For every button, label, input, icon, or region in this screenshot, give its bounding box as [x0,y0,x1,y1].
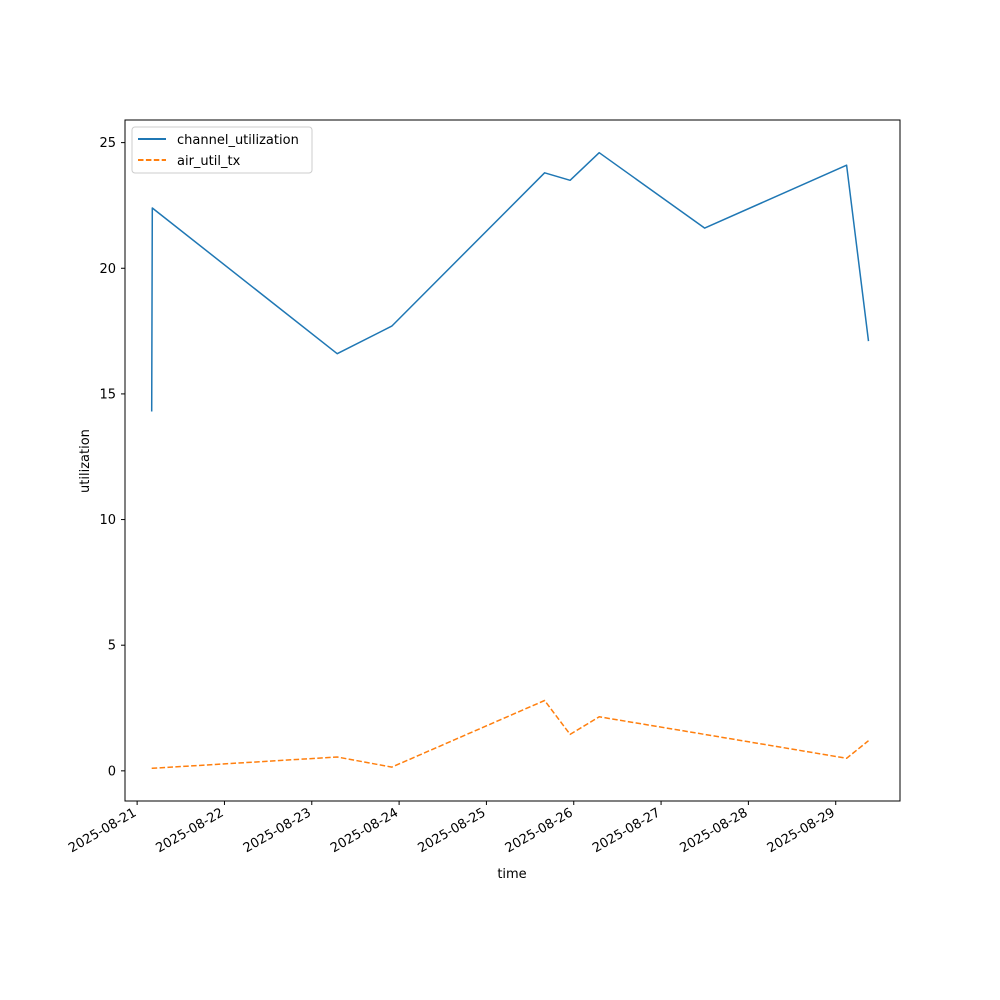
plot-area-frame [124,119,901,802]
x-tick-label: 2025-08-21 [66,805,139,856]
x-tick-label: 2025-08-25 [415,805,488,856]
y-tick-label: 20 [99,262,116,277]
x-tick-label: 2025-08-28 [677,805,750,856]
x-axis-label: time [497,867,526,882]
x-tick-label: 2025-08-26 [503,805,576,856]
series-line-channel-utilization [150,151,870,412]
x-tick-label: 2025-08-22 [154,805,227,856]
legend-label-air-util-tx: air_util_tx [177,154,241,169]
x-axis: 2025-08-21 2025-08-22 2025-08-23 2025-08-24… [66,801,838,856]
x-tick-label: 2025-08-27 [590,805,663,856]
series-line-air-util-tx [151,699,869,770]
legend-box [131,126,313,174]
y-axis: 0 5 10 15 20 25 [99,136,125,779]
plot-lines [150,151,870,770]
legend: channel_utilization air_util_tx [131,126,313,174]
y-tick-label: 25 [99,136,116,151]
x-tick-label: 2025-08-24 [328,805,401,856]
legend-label-channel-utilization: channel_utilization [177,133,299,148]
y-tick-label: 10 [99,513,116,528]
y-tick-label: 0 [108,764,116,779]
y-tick-label: 15 [99,387,116,402]
x-tick-label: 2025-08-29 [765,805,838,856]
y-tick-label: 5 [108,639,116,654]
x-tick-label: 2025-08-23 [241,805,314,856]
y-axis-label: utilization [78,429,93,493]
